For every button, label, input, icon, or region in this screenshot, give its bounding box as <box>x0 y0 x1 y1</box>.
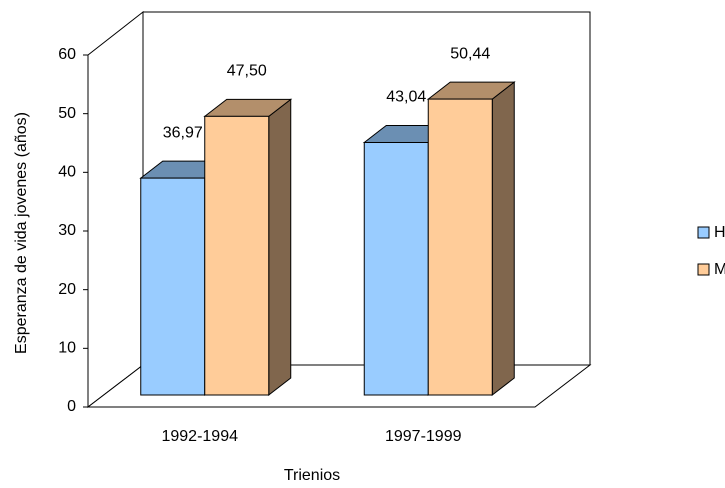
y-axis-label: Esperanza de vida jovenes (años) <box>13 112 30 354</box>
legend-label: Hombres <box>714 224 725 241</box>
bar <box>427 98 493 396</box>
bar-side <box>491 81 515 397</box>
value-label: 47,50 <box>227 63 267 80</box>
bar <box>140 177 206 396</box>
x-tick-label: 1992-1994 <box>161 428 238 445</box>
value-label: 36,97 <box>163 124 203 141</box>
bar-side <box>268 98 292 397</box>
y-tick-label: 10 <box>58 340 76 357</box>
bar <box>363 141 429 396</box>
y-tick-label: 40 <box>58 164 76 181</box>
x-axis-label: Trienios <box>284 467 340 484</box>
legend-swatch <box>697 263 710 276</box>
y-tick-label: 50 <box>58 105 76 122</box>
legend-label: Mujeres <box>714 261 725 278</box>
y-tick-label: 30 <box>58 222 76 239</box>
value-label: 50,44 <box>450 45 490 62</box>
value-label: 43,04 <box>386 89 426 106</box>
legend-swatch <box>697 226 710 239</box>
y-tick-label: 20 <box>58 281 76 298</box>
y-tick-label: 0 <box>67 398 76 415</box>
side-wall <box>87 10 144 409</box>
y-tick-label: 60 <box>58 46 76 63</box>
bar <box>204 115 270 396</box>
x-tick-label: 1997-1999 <box>385 428 462 445</box>
